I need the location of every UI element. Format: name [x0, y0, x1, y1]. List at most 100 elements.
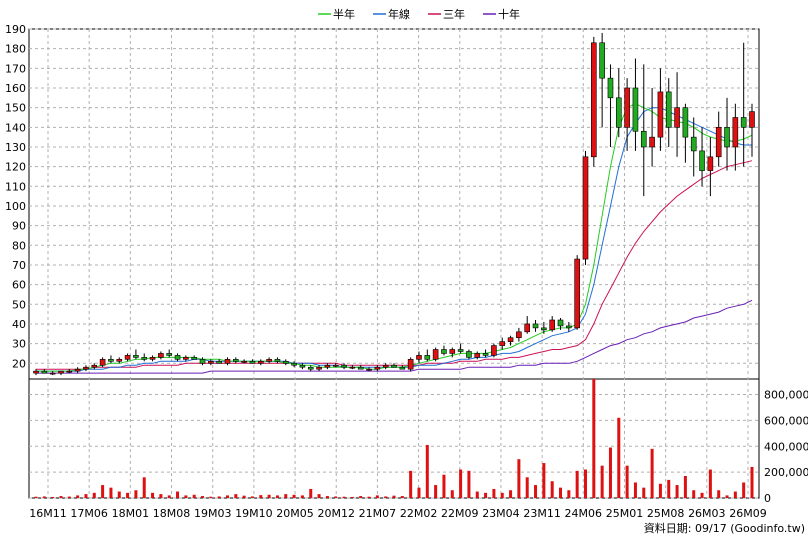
volume-bar	[209, 496, 213, 498]
candle-body	[516, 331, 522, 339]
candle-body	[491, 345, 497, 356]
volume-tick-label: 200,000	[764, 466, 808, 479]
candle-body	[474, 353, 481, 358]
volume-bar	[117, 491, 121, 498]
candle-body	[566, 325, 572, 329]
volume-bar	[608, 447, 612, 498]
volume-bar	[434, 485, 438, 498]
candle-body	[432, 349, 439, 360]
volume-bar	[750, 466, 754, 498]
volume-bar	[309, 488, 313, 498]
candle-body	[241, 361, 247, 363]
volume-bar	[500, 492, 504, 498]
volume-bar	[42, 496, 46, 498]
x-tick-label: 22M02	[400, 507, 438, 520]
candle-body	[133, 355, 139, 358]
candle-body	[374, 366, 381, 370]
volume-bar	[384, 496, 388, 498]
price-tick-label: 170	[5, 62, 26, 75]
volume-bar	[375, 495, 379, 498]
volume-bar	[425, 444, 429, 498]
candle-body	[557, 319, 564, 327]
volume-bar	[142, 477, 146, 498]
candle-body	[266, 359, 272, 362]
candle-body	[424, 355, 431, 360]
candle-body	[640, 130, 647, 148]
volume-bar	[550, 481, 554, 498]
x-tick-label: 19M03	[194, 507, 232, 520]
volume-bar	[325, 496, 329, 498]
candle-body	[607, 77, 614, 99]
price-tick-label: 60	[12, 279, 26, 292]
candle-body	[524, 323, 531, 333]
candle-body	[257, 361, 264, 364]
candles	[33, 32, 755, 376]
volume-bar	[525, 477, 529, 498]
candle-body	[66, 370, 73, 373]
volume-bar	[167, 495, 171, 498]
footer: 資料日期: 09/17 (Goodinfo.tw)	[0, 520, 805, 536]
volume-bar	[642, 487, 646, 498]
volume-bar	[733, 491, 737, 498]
candle-body	[399, 366, 406, 370]
price-tick-label: 50	[12, 298, 26, 311]
candle-body	[599, 42, 605, 79]
candle-body	[674, 107, 680, 128]
candle-body	[83, 366, 89, 370]
candle-body	[532, 323, 539, 329]
x-tick-label: 21M07	[359, 507, 397, 520]
volume-bar	[300, 495, 304, 498]
candle-body	[74, 368, 81, 372]
candle-body	[99, 359, 106, 366]
volume-bar	[292, 494, 296, 498]
legend-label: 十年	[498, 7, 520, 21]
candle-body	[366, 368, 372, 371]
candle-body	[141, 357, 148, 360]
volume-bar	[742, 482, 746, 498]
volume-bar	[267, 494, 271, 498]
price-tick-label: 40	[12, 318, 26, 331]
volume-bar	[658, 483, 662, 498]
x-tick-label: 18M08	[153, 507, 191, 520]
chart-legend: 半年 年線 三年 十年	[318, 7, 520, 21]
volume-bar	[134, 490, 138, 498]
volume-bar	[467, 470, 471, 498]
candle-body	[466, 351, 472, 358]
candle-body	[441, 349, 447, 354]
x-tick-label: 26M09	[729, 507, 767, 520]
volume-bar	[334, 496, 338, 498]
candle-body	[158, 353, 164, 358]
volume-bar	[717, 490, 721, 498]
candle-body	[690, 136, 697, 152]
candle-body	[332, 364, 339, 367]
candle-body	[707, 156, 714, 171]
volume-bar	[192, 494, 196, 498]
price-tick-label: 70	[12, 259, 26, 272]
x-tick-label: 16M11	[29, 507, 67, 520]
volume-bar	[442, 474, 446, 498]
candle-body	[657, 91, 664, 138]
volume-bar	[692, 490, 696, 498]
candle-body	[615, 97, 622, 128]
volume-bar	[492, 488, 496, 498]
candle-body	[183, 357, 189, 360]
volume-bar	[575, 470, 579, 498]
volume-bar	[275, 495, 279, 498]
volume-bar	[34, 496, 38, 498]
candle-body	[174, 355, 181, 360]
candle-body	[108, 359, 114, 362]
candle-body	[49, 372, 56, 375]
volume-tick-label: 800,000	[764, 389, 808, 402]
price-tick-label: 20	[12, 357, 26, 370]
candle-body	[591, 42, 597, 158]
volume-bar	[592, 379, 596, 498]
candle-body	[199, 359, 206, 364]
volume-bar	[51, 496, 55, 498]
candle-body	[416, 355, 422, 360]
candle-body	[149, 357, 156, 360]
candle-body	[649, 136, 655, 148]
x-tick-label: 20M12	[317, 507, 355, 520]
price-tick-label: 150	[5, 102, 26, 115]
volume-bar	[700, 492, 704, 498]
